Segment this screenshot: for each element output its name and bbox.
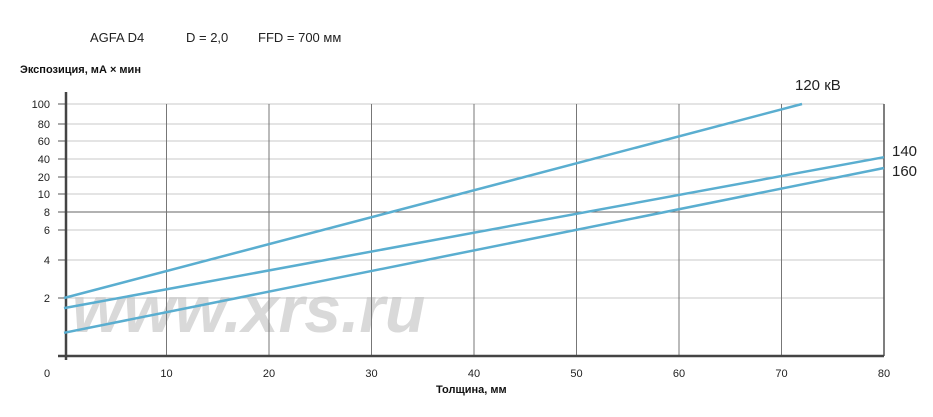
series-label: 140 — [892, 143, 917, 160]
x-axis-label: Толщина, мм — [436, 384, 507, 396]
y-tick-label: 40 — [38, 154, 50, 166]
y-tick-label: 4 — [44, 255, 50, 267]
series-line-160 — [63, 166, 885, 335]
series-label: 160 — [892, 163, 917, 180]
x-tick-label: 60 — [673, 368, 685, 380]
y-tick-label: 2 — [44, 293, 50, 305]
ffd-label: FFD = 700 мм — [258, 30, 342, 45]
y-tick-label: 10 — [38, 189, 50, 201]
series-line-140 — [63, 155, 885, 310]
y-axis-label: Экспозиция, мА × мин — [20, 64, 141, 76]
x-tick-label: 0 — [44, 368, 50, 380]
y-tick-label: 100 — [32, 99, 50, 111]
x-tick-label: 70 — [775, 368, 787, 380]
x-tick-label: 80 — [878, 368, 890, 380]
x-tick-label: 10 — [160, 368, 172, 380]
x-tick-label: 20 — [263, 368, 275, 380]
film-label: AGFA D4 — [90, 30, 145, 45]
x-tick-label: 40 — [468, 368, 480, 380]
y-tick-label: 6 — [44, 225, 50, 237]
y-tick-label: 8 — [44, 207, 50, 219]
y-tick-label: 20 — [38, 172, 50, 184]
y-tick-label: 80 — [38, 119, 50, 131]
watermark: www.xrs.ru — [72, 272, 425, 346]
series-label: 120 кВ — [795, 77, 841, 94]
density-label: D = 2,0 — [186, 30, 229, 45]
y-tick-label: 60 — [38, 136, 50, 148]
series-line-120-кВ — [63, 102, 803, 300]
x-tick-label: 30 — [365, 368, 377, 380]
x-tick-label: 50 — [570, 368, 582, 380]
